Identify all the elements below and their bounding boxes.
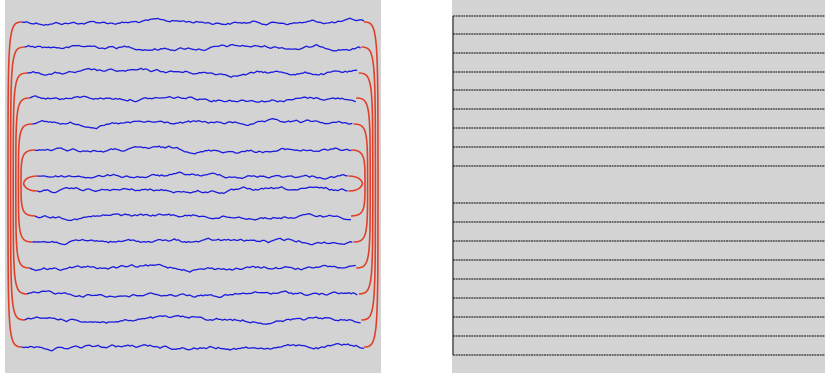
red-loop <box>350 149 366 217</box>
blue-path <box>34 213 352 222</box>
blue-path <box>27 67 358 78</box>
blue-path <box>21 17 365 26</box>
red-loop <box>17 123 33 243</box>
red-loop <box>353 123 369 243</box>
blue-path <box>26 290 358 299</box>
blue-path <box>29 263 356 273</box>
red-loop <box>356 97 371 269</box>
red-loop <box>12 72 28 295</box>
blue-path <box>24 314 361 325</box>
left-panel <box>5 0 381 373</box>
red-loop <box>348 175 364 192</box>
red-loop <box>20 149 36 217</box>
red-loop <box>15 97 30 269</box>
blue-path <box>34 145 352 155</box>
blue-path <box>32 117 353 130</box>
red-loop <box>361 46 377 321</box>
blue-path <box>24 43 361 52</box>
blue-path <box>37 185 348 195</box>
blue-path <box>29 95 357 103</box>
blue-path <box>21 342 365 352</box>
blue-path <box>37 171 348 180</box>
blue-path <box>32 237 353 246</box>
red-loop <box>22 175 38 192</box>
right-panel <box>452 0 825 373</box>
left-paths <box>7 17 379 352</box>
red-loop <box>363 21 379 348</box>
right-lines <box>452 15 825 356</box>
red-loop <box>7 21 23 348</box>
red-loop <box>358 72 374 295</box>
red-loop <box>9 46 25 321</box>
